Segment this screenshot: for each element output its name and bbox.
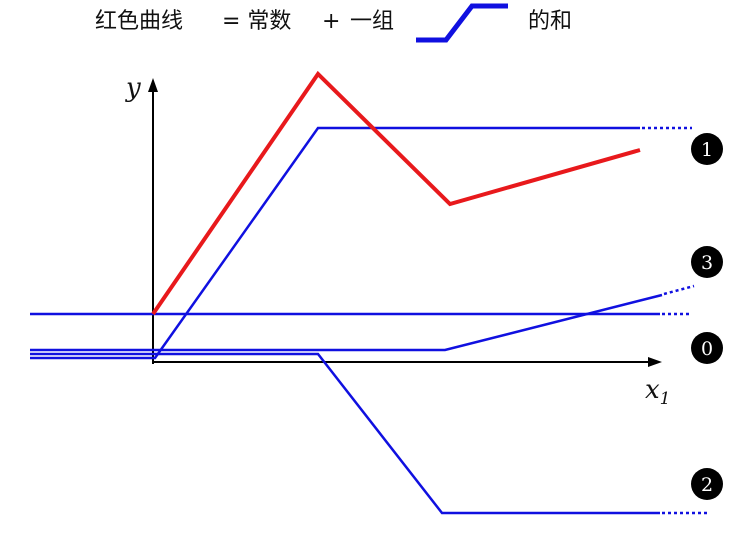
x-axis-label-subscript: 1 xyxy=(660,389,671,409)
badge-1-circle xyxy=(691,133,723,165)
curve-2 xyxy=(30,352,660,515)
x-axis-label: x1 xyxy=(645,375,671,409)
y-axis-arrow xyxy=(148,78,158,92)
curve-3 xyxy=(30,293,663,352)
hard-sigmoid-icon xyxy=(416,3,508,43)
badge-3: 3 xyxy=(691,246,723,278)
axes: y x1 xyxy=(125,73,671,409)
badge-3-circle xyxy=(691,246,723,278)
x-axis-label-main: x xyxy=(645,375,660,405)
badge-0-circle xyxy=(691,332,723,364)
badge-2-label: 2 xyxy=(701,474,713,496)
badge-1: 1 xyxy=(691,133,723,165)
y-axis-label: y xyxy=(125,73,141,103)
curve-3-dots xyxy=(663,284,695,296)
equation-lhs: 红色曲线 xyxy=(95,9,183,34)
badge-0: 0 xyxy=(691,332,723,364)
component-curves xyxy=(30,126,708,515)
equation-constant: = 常数 xyxy=(222,9,291,34)
equation-plus: + xyxy=(322,9,340,34)
badge-1-label: 1 xyxy=(701,139,713,161)
badge-2-circle xyxy=(691,468,723,500)
curve-1 xyxy=(30,126,640,360)
badge-3-label: 3 xyxy=(701,252,713,274)
equation-header: 红色曲线 = 常数 + 一组 的和 xyxy=(95,3,572,43)
x-axis-arrow xyxy=(648,357,662,367)
red-sum-curve xyxy=(151,70,641,316)
badge-0-label: 0 xyxy=(701,338,713,360)
equation-group: 一组 xyxy=(350,9,394,34)
equation-suffix: 的和 xyxy=(528,9,572,34)
badge-2: 2 xyxy=(691,468,723,500)
